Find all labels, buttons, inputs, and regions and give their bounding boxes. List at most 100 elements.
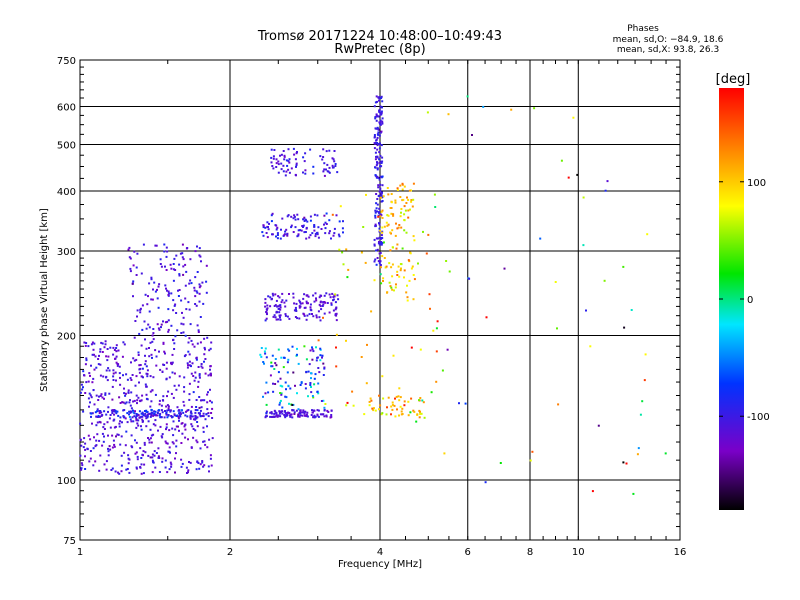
data-point <box>167 405 170 408</box>
data-point <box>101 444 104 447</box>
data-point <box>436 320 439 323</box>
data-point <box>413 410 416 413</box>
data-point <box>276 237 279 240</box>
x-tick-label: 16 <box>674 547 687 558</box>
data-point <box>396 243 399 246</box>
data-point <box>303 220 306 222</box>
data-point <box>313 415 316 418</box>
data-point <box>148 438 151 441</box>
data-point <box>170 292 173 295</box>
data-point <box>379 229 382 232</box>
data-point <box>333 232 336 235</box>
data-point <box>345 339 347 342</box>
data-point <box>275 158 278 161</box>
data-point <box>399 184 402 187</box>
data-point <box>198 376 201 379</box>
data-point <box>378 262 381 265</box>
data-point <box>382 397 385 400</box>
data-point <box>292 231 295 233</box>
data-point <box>82 370 85 373</box>
data-point <box>203 440 206 443</box>
data-point <box>166 250 169 253</box>
data-point <box>380 237 383 239</box>
data-point <box>144 412 147 415</box>
data-point <box>142 414 145 417</box>
data-point <box>185 247 188 250</box>
data-point <box>84 392 87 394</box>
data-point <box>177 384 180 387</box>
data-point <box>156 414 159 417</box>
data-point <box>93 368 96 371</box>
data-point <box>396 189 399 191</box>
data-point <box>362 226 365 228</box>
data-point <box>80 468 83 471</box>
data-point <box>299 302 302 305</box>
data-point <box>156 412 159 414</box>
data-point <box>143 463 146 466</box>
data-point <box>277 318 280 321</box>
data-point <box>92 464 95 467</box>
data-point <box>277 160 280 163</box>
data-point <box>149 415 152 418</box>
data-point <box>389 207 392 209</box>
data-point <box>360 356 363 358</box>
data-point <box>89 438 92 441</box>
data-point <box>279 399 282 402</box>
data-point <box>412 198 415 201</box>
data-point <box>314 235 317 238</box>
data-point <box>311 232 314 235</box>
data-point <box>306 411 309 414</box>
data-point <box>182 331 185 334</box>
data-point <box>374 141 377 144</box>
data-point <box>336 171 339 174</box>
data-point <box>140 399 143 402</box>
colorbar-tick-label: 0 <box>747 295 753 306</box>
data-point <box>287 348 290 351</box>
data-point <box>171 371 174 374</box>
data-point <box>277 371 280 374</box>
data-point <box>180 322 183 325</box>
data-point <box>116 363 119 365</box>
data-point <box>179 412 182 415</box>
data-point <box>377 260 380 263</box>
data-point <box>182 323 185 326</box>
data-point <box>187 469 190 472</box>
data-point <box>172 410 175 413</box>
data-point <box>96 421 99 424</box>
data-point <box>421 399 424 402</box>
data-point <box>189 417 192 420</box>
data-point <box>316 413 319 416</box>
data-point <box>175 388 178 391</box>
data-point <box>269 374 272 377</box>
data-point <box>327 411 330 413</box>
data-point <box>88 392 91 395</box>
data-point <box>204 418 207 421</box>
data-point <box>179 411 182 414</box>
data-point <box>279 306 282 309</box>
data-point <box>383 225 386 228</box>
data-point <box>374 151 377 154</box>
data-point <box>290 224 293 227</box>
data-point <box>390 201 393 204</box>
data-point <box>389 249 392 252</box>
data-point <box>92 348 95 351</box>
data-point <box>153 410 156 413</box>
data-point <box>375 249 378 252</box>
data-point <box>296 347 298 350</box>
data-point <box>390 212 393 215</box>
data-point <box>294 226 297 229</box>
data-point <box>164 459 167 462</box>
data-point <box>401 188 404 191</box>
data-point <box>320 308 323 311</box>
data-point <box>288 158 291 161</box>
data-point <box>206 408 209 411</box>
data-point <box>206 336 209 339</box>
data-point <box>174 457 176 460</box>
data-point <box>194 303 197 305</box>
data-point <box>260 355 263 358</box>
data-point <box>319 348 322 351</box>
data-point <box>318 371 321 374</box>
data-point <box>305 414 308 417</box>
data-point <box>176 329 179 332</box>
data-point <box>379 105 382 108</box>
